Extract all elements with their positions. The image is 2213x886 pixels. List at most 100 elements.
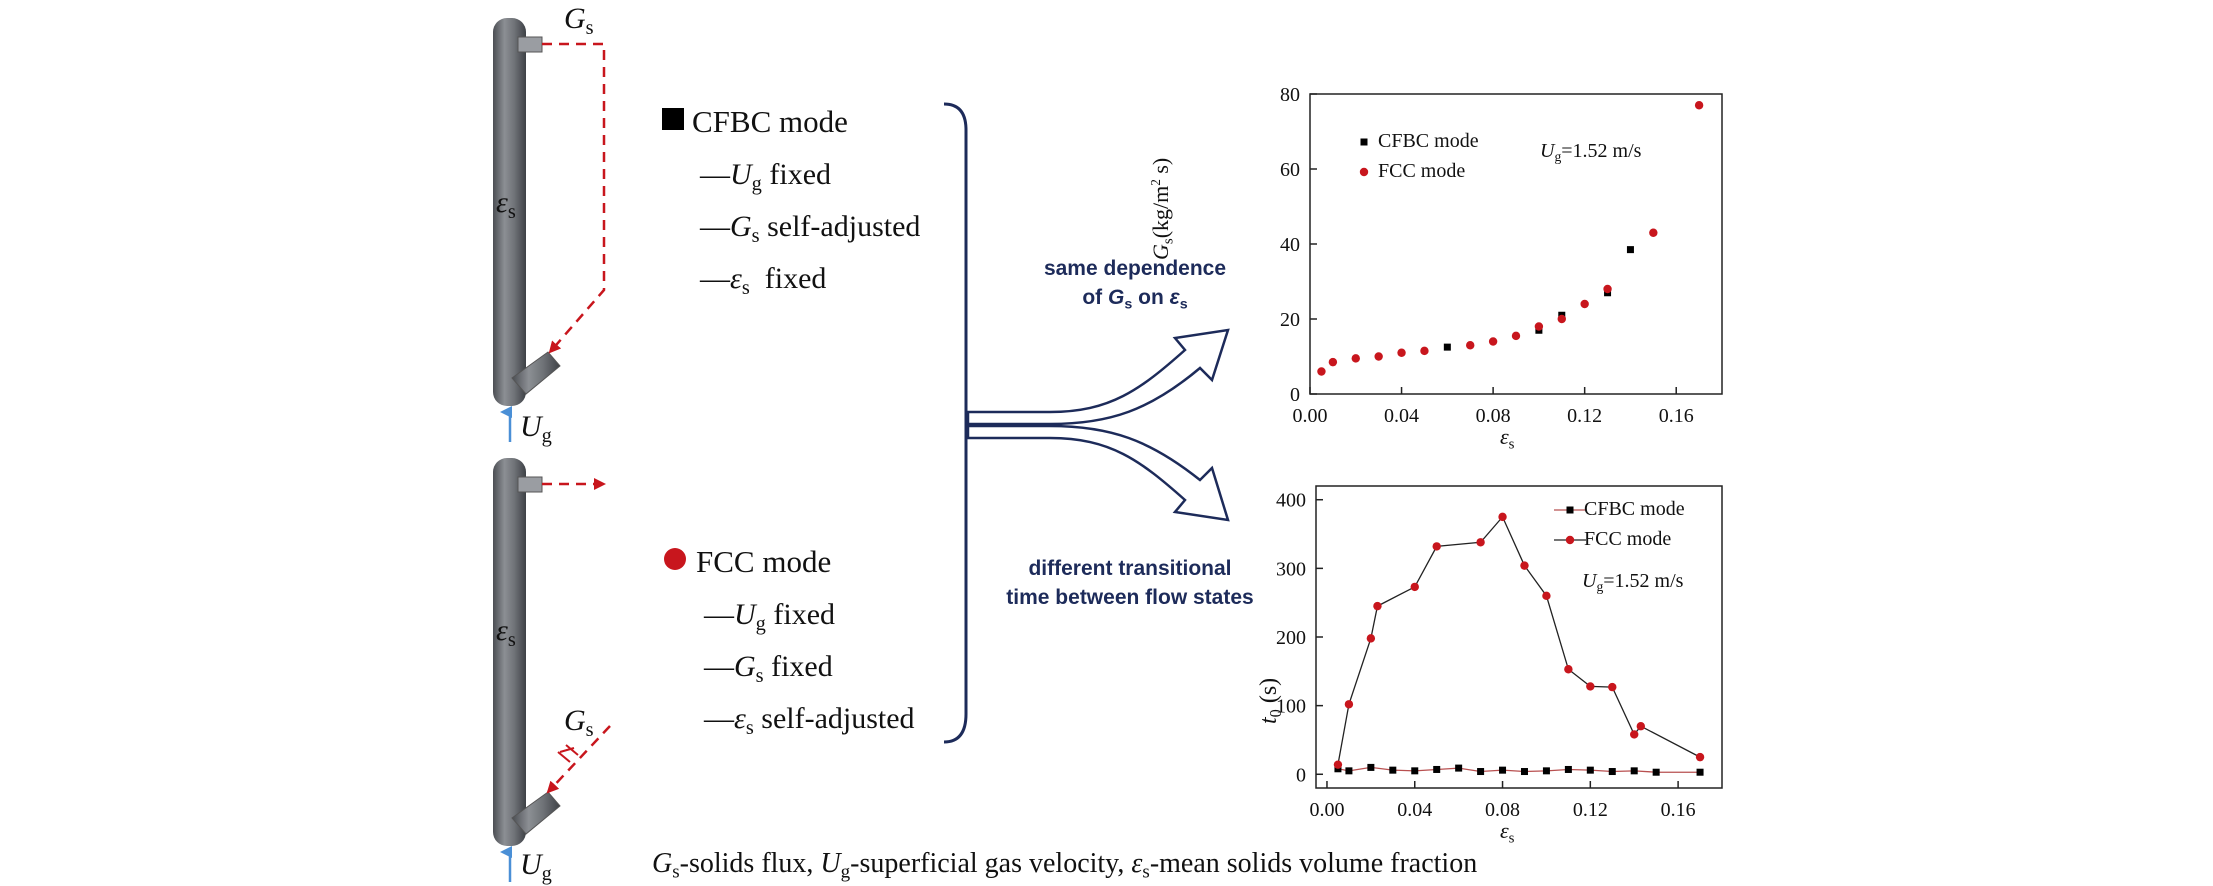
data-point-fcc <box>1466 341 1475 350</box>
chart2-x-axis-label: εs <box>1500 818 1515 847</box>
data-point-fcc <box>1317 367 1326 376</box>
data-point-cfbc <box>1652 768 1660 776</box>
data-point-cfbc <box>1586 766 1594 774</box>
x-tick-label: 0.00 <box>1293 405 1328 427</box>
y-tick-label: 300 <box>1276 558 1306 580</box>
data-point-cfbc <box>1499 766 1507 774</box>
y-tick-label: 60 <box>1280 159 1300 181</box>
cfbc-item-eps: —εs fixed <box>700 262 827 300</box>
x-tick-label: 0.08 <box>1476 405 1511 427</box>
legend-marker-cfbc <box>1566 506 1574 514</box>
t0-vs-eps-chart: 0.00 0.04 0.08 0.12 0.16 0 100 200 300 400 <box>1276 485 1723 821</box>
figure-caption: Gs-solids flux, Ug-superficial gas veloc… <box>652 848 1478 883</box>
data-point-fcc <box>1333 760 1343 769</box>
x-tick-label: 0.12 <box>1567 405 1602 427</box>
data-point-fcc <box>1366 634 1376 643</box>
y-tick-label: 0 <box>1296 764 1306 786</box>
ug-label-cfbc: Ug <box>520 410 552 448</box>
data-point-fcc <box>1694 101 1704 110</box>
data-point-fcc <box>1397 348 1406 357</box>
fcc-circle-marker <box>664 548 686 570</box>
gs-vs-eps-chart: 0.00 0.04 0.08 0.12 0.16 0 20 40 60 80 <box>1280 84 1723 427</box>
data-point-fcc <box>1351 354 1360 363</box>
data-point-cfbc <box>1433 765 1441 773</box>
fcc-item-eps: —εs self-adjusted <box>704 702 915 740</box>
chart2-legend-fcc: FCC mode <box>1584 528 1672 550</box>
x-tick-label: 0.16 <box>1661 799 1696 821</box>
legend-marker-fcc <box>1359 167 1369 177</box>
riser-column-fcc <box>493 458 561 846</box>
data-point-fcc <box>1420 346 1429 356</box>
cfbc-item-ug: —Ug fixed <box>700 158 832 196</box>
chart1-legend-cfbc: CFBC mode <box>1378 130 1479 152</box>
data-point-fcc <box>1476 538 1485 547</box>
data-point-cfbc <box>1443 343 1451 351</box>
y-tick-label: 0 <box>1290 384 1300 406</box>
data-point-fcc <box>1586 682 1595 691</box>
data-point-fcc <box>1557 314 1566 324</box>
legend-marker-cfbc <box>1360 138 1368 146</box>
fcc-item-ug: —Ug fixed <box>704 598 836 636</box>
riser-column-cfbc <box>493 18 561 406</box>
chart1-y-axis-label: Gs(kg/m2 s) <box>1148 157 1177 260</box>
data-point-fcc <box>1695 752 1705 762</box>
data-point-fcc <box>1580 299 1589 309</box>
y-tick-label: 200 <box>1276 627 1306 649</box>
cfbc-square-marker <box>662 108 684 130</box>
data-point-fcc <box>1564 665 1573 674</box>
data-point-cfbc <box>1608 768 1616 776</box>
data-point-cfbc <box>1411 767 1419 775</box>
x-tick-label: 0.16 <box>1659 405 1694 427</box>
data-point-cfbc <box>1389 766 1397 774</box>
data-point-fcc <box>1649 228 1658 237</box>
split-arrow <box>966 328 1230 522</box>
data-point-fcc <box>1432 542 1441 551</box>
eps-column-label-cfbc: εs <box>496 186 516 224</box>
y-tick-label: 80 <box>1280 84 1300 106</box>
x-tick-label: 0.04 <box>1384 405 1419 427</box>
data-point-cfbc <box>1626 246 1634 254</box>
data-point-fcc <box>1520 561 1529 570</box>
data-point-fcc <box>1534 322 1544 331</box>
data-point-fcc <box>1344 700 1354 709</box>
same-dependence-note: same dependence of Gs on εs <box>1043 257 1227 313</box>
data-point-fcc <box>1498 512 1507 522</box>
data-point-fcc <box>1410 582 1419 592</box>
data-point-cfbc <box>1542 767 1550 775</box>
x-tick-label: 0.04 <box>1397 799 1432 821</box>
data-point-fcc <box>1328 357 1338 367</box>
data-point-cfbc <box>1564 765 1572 773</box>
gs-top-label: Gs <box>564 2 594 40</box>
data-point-cfbc <box>1696 768 1704 776</box>
series-line-fcc <box>1337 515 1701 765</box>
modes-brace <box>943 102 968 744</box>
fcc-item-gs: —Gs fixed <box>704 650 833 688</box>
gs-side-label: Gs <box>564 704 594 742</box>
data-point-cfbc <box>1345 767 1353 775</box>
data-point-cfbc <box>1455 764 1463 772</box>
chart2-legend-cfbc: CFBC mode <box>1584 498 1685 520</box>
different-time-note: different transitional time between flow… <box>1006 557 1254 609</box>
legend-marker-fcc <box>1565 535 1575 545</box>
data-point-fcc <box>1488 337 1498 346</box>
chart2-y-axis-label: t0 (s) <box>1256 677 1285 724</box>
cfbc-item-gs: —Gs self-adjusted <box>700 210 921 248</box>
fcc-mode-heading: FCC mode <box>664 544 831 580</box>
data-point-fcc <box>1636 722 1646 731</box>
data-point-cfbc <box>1477 768 1485 776</box>
circulation-loop-cfbc <box>542 42 606 354</box>
y-tick-label: 100 <box>1276 696 1306 718</box>
data-point-cfbc <box>1520 768 1528 776</box>
data-point-fcc <box>1374 352 1383 361</box>
y-tick-label: 40 <box>1280 234 1300 256</box>
data-point-fcc <box>1603 284 1612 294</box>
y-tick-label: 20 <box>1280 309 1300 331</box>
x-tick-label: 0.08 <box>1485 799 1520 821</box>
chart1-velocity-annotation: Ug=1.52 m/s <box>1540 140 1642 165</box>
data-point-fcc <box>1608 682 1617 692</box>
data-point-cfbc <box>1367 763 1375 771</box>
data-point-fcc <box>1511 331 1521 341</box>
data-point-fcc <box>1542 591 1551 601</box>
chart1-legend-fcc: FCC mode <box>1378 160 1466 182</box>
